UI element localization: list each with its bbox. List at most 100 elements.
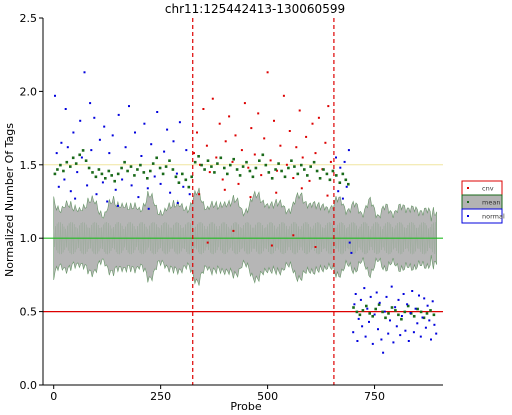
mean-point (254, 166, 258, 170)
mean-point (151, 162, 155, 165)
normal-point (350, 251, 353, 254)
cnv-point (311, 122, 314, 125)
mean-point (306, 174, 309, 177)
x-tick-label: 0 (50, 390, 57, 403)
cnv-point (223, 188, 226, 191)
mean-point (184, 178, 188, 182)
normal-point (400, 315, 403, 317)
normal-point (430, 338, 432, 341)
mean-point (344, 178, 348, 182)
mean-point (177, 181, 181, 184)
mean-point (229, 163, 232, 167)
mean-point (87, 166, 91, 170)
cnv-point (288, 130, 291, 132)
cnv-point (260, 174, 263, 177)
mean-point (270, 177, 274, 180)
normal-point (380, 338, 383, 341)
normal-point (337, 190, 340, 193)
cnv-point (273, 119, 275, 122)
mean-point (355, 310, 359, 314)
normal-point (111, 134, 114, 137)
normal-point (426, 304, 429, 307)
normal-point (392, 341, 395, 344)
normal-point (404, 329, 407, 332)
mean-point (226, 172, 229, 176)
mean-point (113, 179, 116, 183)
normal-point (103, 125, 106, 128)
normal-point (89, 102, 92, 105)
mean-point (403, 310, 407, 314)
normal-point (182, 185, 185, 188)
normal-point (175, 172, 178, 175)
normal-point (366, 307, 369, 310)
cnv-point (305, 135, 308, 138)
normal-point (153, 175, 156, 178)
mean-point (181, 172, 184, 176)
normal-point (352, 331, 355, 334)
mean-point (174, 175, 178, 179)
mean-point (110, 174, 113, 177)
mean-point (149, 169, 152, 173)
normal-point (163, 150, 166, 153)
normal-point (343, 160, 346, 163)
legend-label-normal: normal (482, 213, 505, 221)
mean-point (65, 160, 69, 164)
mean-point (129, 165, 133, 168)
mean-point (197, 155, 200, 158)
mean-point (331, 169, 335, 173)
mean-point (322, 168, 325, 171)
mean-point (62, 169, 65, 173)
normal-point (156, 111, 159, 113)
mean-point (397, 313, 400, 317)
normal-point (176, 202, 179, 204)
cnv-point (279, 144, 282, 147)
mean-point (200, 163, 203, 167)
mean-point (390, 306, 394, 309)
mean-point (400, 317, 403, 321)
legend-key-normal (461, 208, 503, 224)
y-tick-label: 1.0 (20, 232, 38, 245)
normal-point (428, 319, 431, 322)
x-tick-label: 500 (257, 390, 278, 403)
normal-point (339, 166, 342, 169)
normal-point (147, 207, 150, 210)
normal-point (128, 105, 130, 108)
cnv-point (295, 146, 298, 149)
legend: cnv mean normal (461, 180, 505, 224)
cnv-point (276, 169, 278, 172)
normal-point (385, 295, 388, 298)
normal-point (347, 149, 350, 152)
cnv-point (193, 152, 195, 155)
cnv-point (298, 109, 301, 112)
mean-point (136, 168, 139, 171)
plot-inner (43, 18, 443, 385)
mean-point (290, 159, 293, 162)
mean-point (419, 310, 423, 314)
mean-point (312, 160, 316, 164)
mean-point (347, 182, 350, 186)
cnv-point (228, 115, 231, 118)
normal-point (134, 131, 136, 134)
mean-point (107, 169, 111, 173)
mean-point (368, 312, 371, 315)
mean-point (81, 149, 85, 152)
normal-point (140, 155, 143, 157)
legend-label-cnv: cnv (482, 185, 494, 193)
normal-point (373, 313, 376, 316)
normal-point (76, 171, 79, 174)
cnv-point (224, 140, 227, 143)
cnv-point (240, 149, 243, 152)
cnv-point (218, 122, 221, 125)
normal-point (57, 185, 60, 188)
mean-point (361, 309, 365, 312)
normal-point (345, 185, 348, 188)
mean-point (381, 310, 384, 314)
mean-point (377, 303, 381, 306)
mean-point (216, 162, 219, 165)
cnv-point (308, 179, 311, 182)
chart-title: chr11:125442413-130060599 (165, 2, 345, 16)
mean-point (91, 171, 94, 174)
mean-point (168, 159, 171, 162)
cnv-point (326, 194, 329, 197)
normal-point (356, 340, 359, 342)
